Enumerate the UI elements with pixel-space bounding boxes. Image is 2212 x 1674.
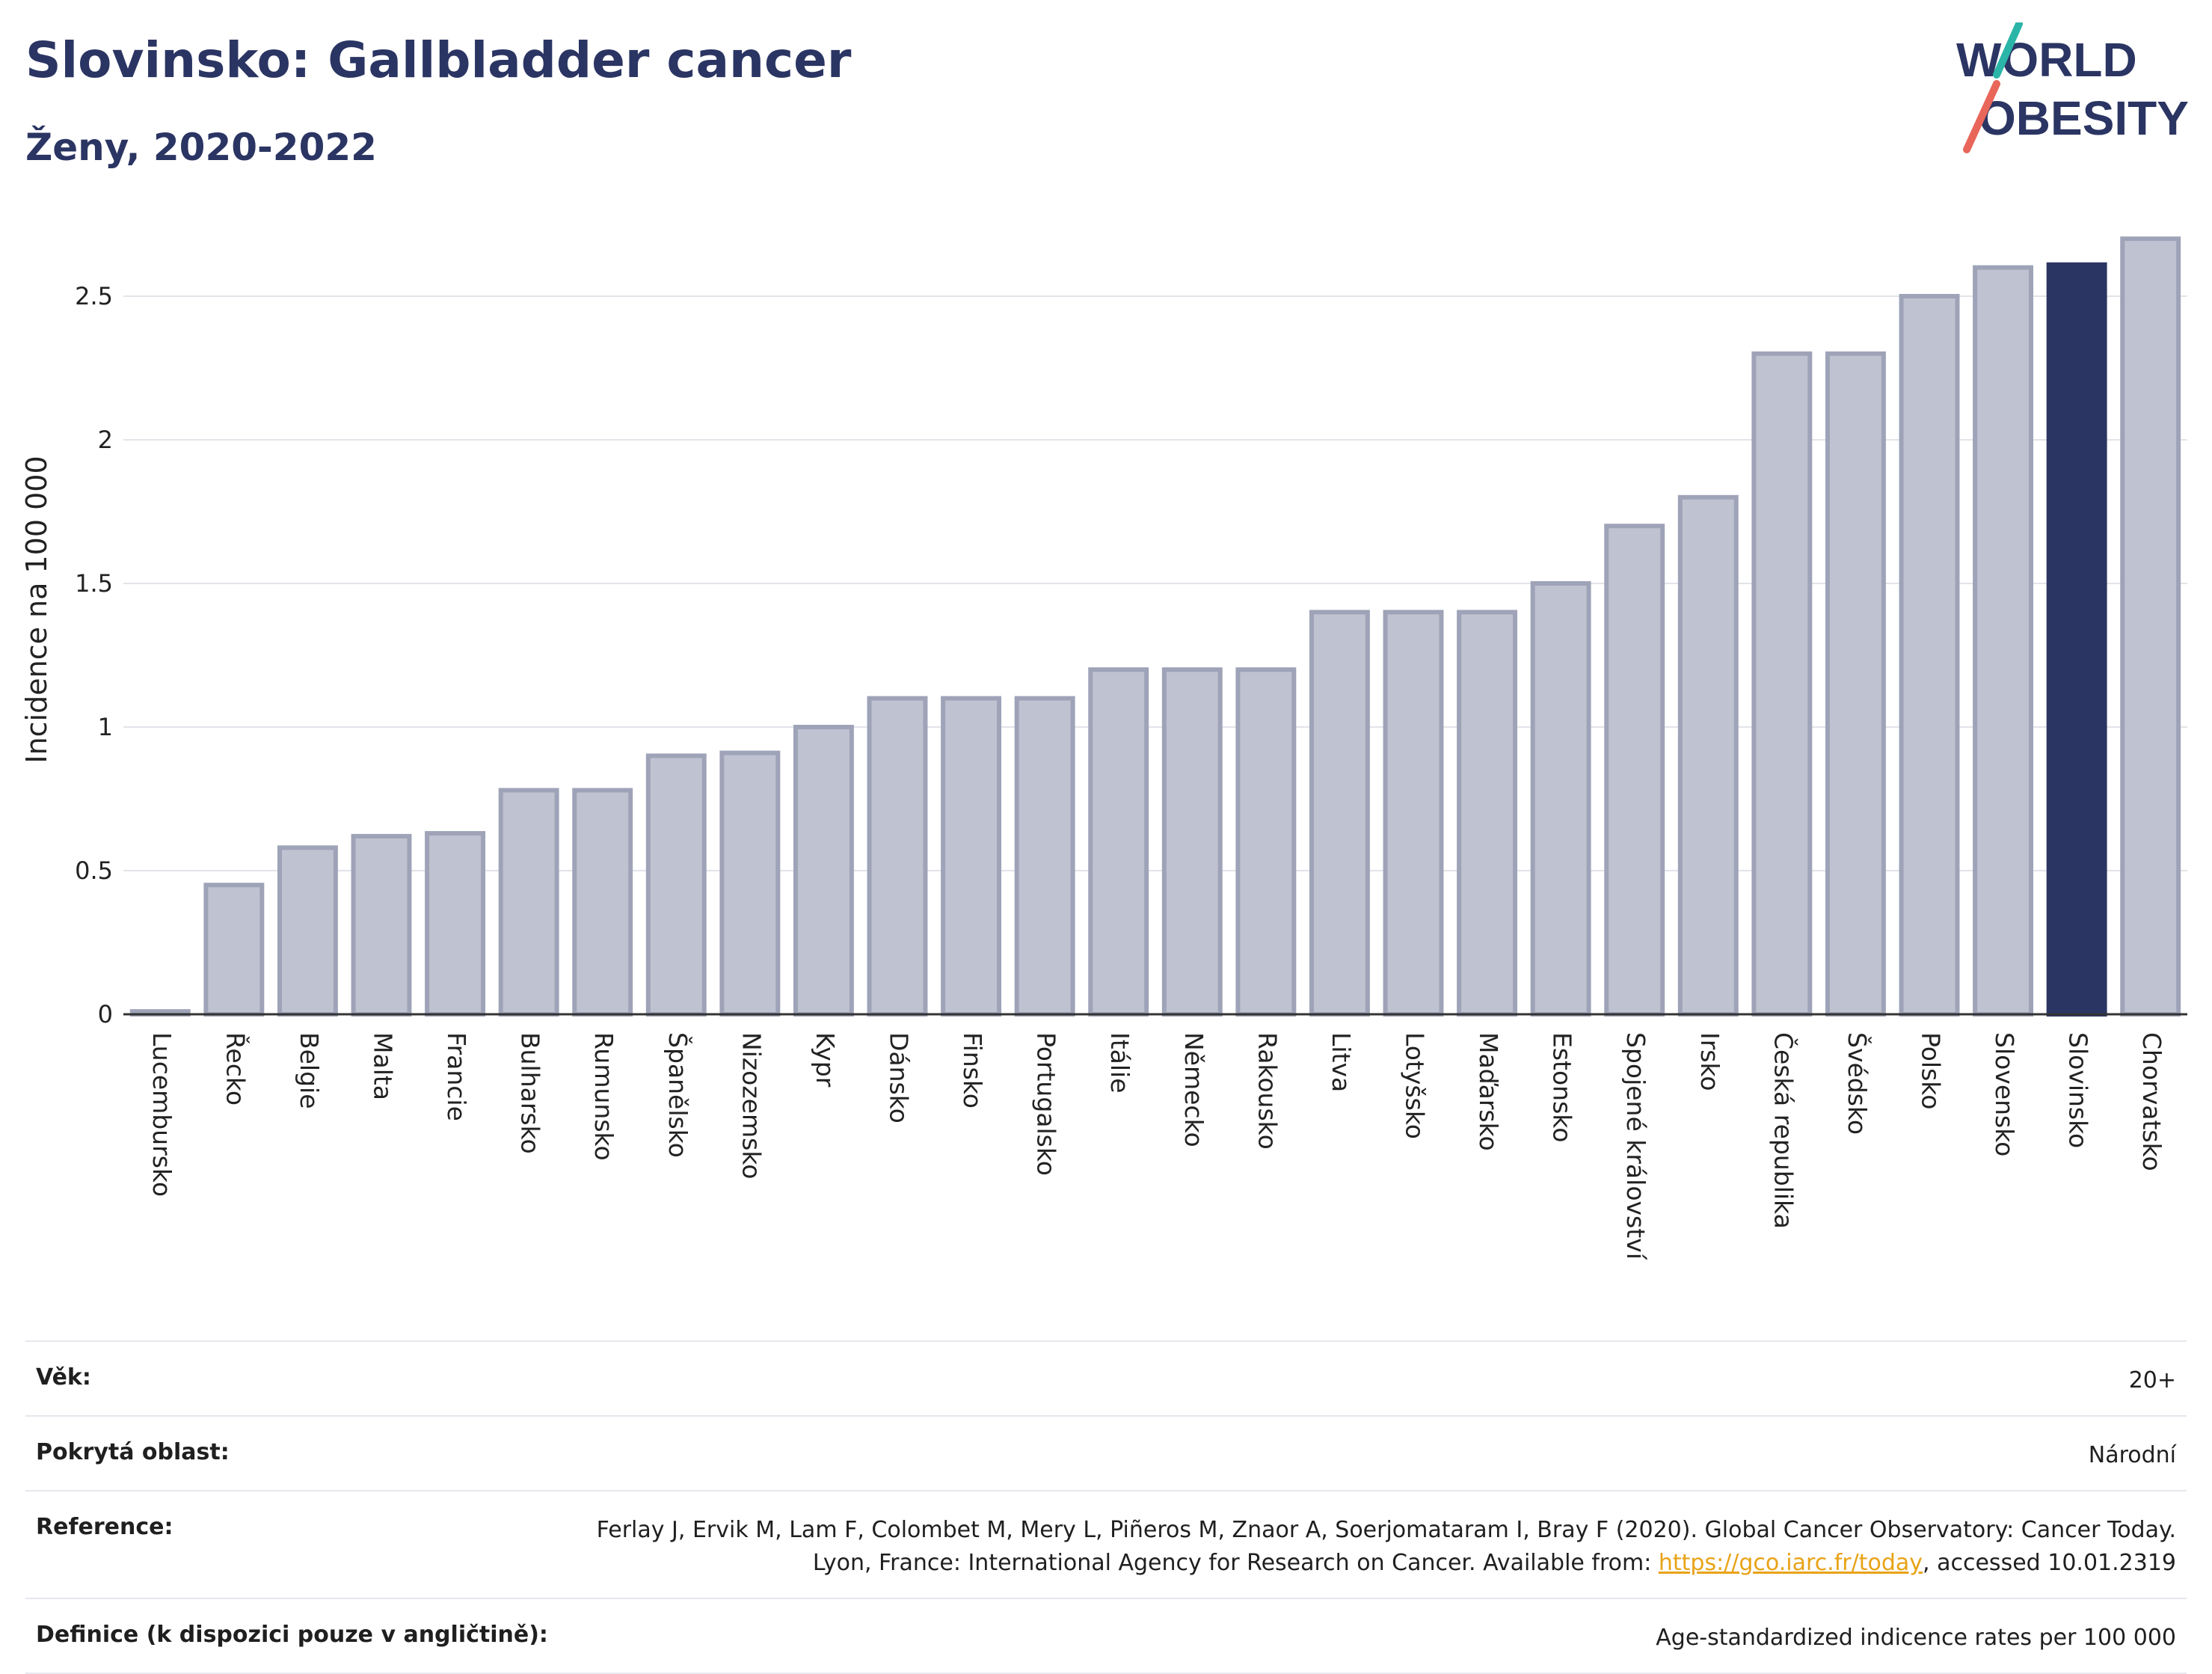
age-value: 20+	[2128, 1367, 2176, 1394]
bar-Lotyšsko	[1383, 610, 1444, 1017]
bar-Rumunsko	[572, 788, 633, 1017]
bar-Portugalsko	[1014, 696, 1075, 1017]
bar-Česká republika	[1751, 351, 1813, 1017]
bar-Finsko	[941, 696, 1002, 1017]
x-tick-label: Rumunsko	[589, 1032, 618, 1161]
bar-Švédsko	[1825, 351, 1886, 1017]
y-axis-ticks: 0 0.5 1 1.5 2 2.5	[75, 282, 113, 1028]
bar-Nizozemsko	[719, 750, 781, 1017]
bar-Litva	[1309, 610, 1370, 1017]
area-label: Pokrytá oblast:	[36, 1439, 230, 1465]
y-axis-label: Incidence na 100 000	[20, 456, 53, 763]
x-tick-label: Irsko	[1695, 1032, 1724, 1091]
bar-Maďarsko	[1457, 610, 1518, 1017]
bar-Estonsko	[1530, 581, 1591, 1017]
x-tick-label: Chorvatsko	[2137, 1032, 2166, 1171]
x-tick-label: Kypr	[811, 1032, 840, 1088]
x-tick-label: Maďarsko	[1474, 1032, 1503, 1151]
reference-text-2: , accessed 10.01.2319	[1923, 1550, 2176, 1576]
x-tick-label: Rakousko	[1253, 1032, 1282, 1150]
bar-Řecko	[203, 883, 265, 1017]
x-tick-label: Slovensko	[1990, 1032, 2019, 1156]
x-tick-label: Nizozemsko	[737, 1032, 766, 1179]
y-tick-label: 2.5	[75, 282, 113, 310]
bar-Francie	[425, 831, 486, 1017]
x-tick-label: Dánsko	[885, 1032, 914, 1123]
x-tick-label: Estonsko	[1548, 1032, 1577, 1142]
bar-Slovinsko	[2046, 262, 2107, 1017]
x-tick-label: Bulharsko	[516, 1032, 545, 1154]
world-obesity-logo: WORLD OBESITY	[1956, 22, 2189, 153]
bar-Kypr	[793, 725, 854, 1017]
x-tick-label: Litva	[1327, 1032, 1356, 1092]
y-tick-label: 0.5	[75, 856, 113, 885]
bar-Slovensko	[1973, 265, 2034, 1017]
chart-title: Slovinsko: Gallbladder cancer	[25, 31, 852, 89]
bar-Španělsko	[645, 753, 707, 1017]
y-tick-label: 1	[98, 713, 113, 741]
x-tick-label: Lotyšsko	[1401, 1032, 1430, 1139]
bar-Spojené království	[1604, 524, 1665, 1017]
bars	[129, 236, 2181, 1017]
bar-Belgie	[277, 845, 338, 1017]
chart-subtitle: Ženy, 2020-2022	[25, 126, 377, 169]
x-tick-label: Řecko	[221, 1032, 251, 1106]
x-tick-label: Finsko	[958, 1032, 987, 1109]
x-tick-label: Francie	[442, 1032, 471, 1121]
x-tick-label: Španělsko	[663, 1032, 693, 1158]
age-label: Věk:	[36, 1364, 91, 1391]
bar-Itálie	[1088, 667, 1149, 1017]
area-value: Národní	[2088, 1442, 2176, 1468]
bar-Irsko	[1677, 494, 1739, 1017]
x-tick-label: Česká republika	[1769, 1032, 1798, 1229]
info-row-area: Pokrytá oblast: Národní	[25, 1415, 2187, 1490]
x-tick-label: Itálie	[1105, 1032, 1134, 1094]
info-row-age: Věk: 20+	[25, 1340, 2187, 1415]
info-row-reference: Reference: Ferlay J, Ervik M, Lam F, Col…	[25, 1490, 2187, 1598]
reference-label: Reference:	[36, 1514, 173, 1540]
info-row-definition: Definice (k dispozici pouze v angličtině…	[25, 1598, 2187, 1674]
x-tick-label: Slovinsko	[2064, 1032, 2093, 1148]
bar-Dánsko	[867, 696, 928, 1017]
reference-value: Ferlay J, Ervik M, Lam F, Colombet M, Me…	[561, 1514, 2176, 1580]
definition-value: Age-standardized indicence rates per 100…	[1656, 1625, 2176, 1651]
reference-text-1: Ferlay J, Ervik M, Lam F, Colombet M, Me…	[596, 1517, 2176, 1576]
x-tick-label: Lucembursko	[147, 1032, 176, 1197]
bar-Chorvatsko	[2120, 236, 2181, 1017]
bar-Bulharsko	[498, 788, 559, 1017]
bar-Rakousko	[1235, 667, 1297, 1017]
x-axis-labels: Lucembursko Řecko Belgie Malta Francie Bulhar…	[147, 1032, 2166, 1261]
logo-line-1: WORLD	[1956, 33, 2137, 87]
bar-Polsko	[1899, 294, 1960, 1017]
logo-line-2: OBESITY	[1979, 91, 2189, 145]
x-tick-label: Spojené království	[1621, 1032, 1650, 1261]
x-tick-label: Polsko	[1917, 1032, 1946, 1109]
y-tick-label: 1.5	[75, 569, 113, 598]
logo-coral-stroke	[1963, 80, 2000, 153]
x-tick-label: Malta	[369, 1032, 398, 1100]
bar-chart: 0 0.5 1 1.5 2 2.5 Lucembursko Řecko Belgie Malta…	[20, 236, 2187, 1261]
y-tick-label: 0	[98, 1000, 113, 1028]
x-tick-label: Německo	[1179, 1032, 1208, 1147]
definition-label: Definice (k dispozici pouze v angličtině…	[36, 1622, 548, 1648]
y-tick-label: 2	[98, 426, 113, 454]
logo-teal-stroke	[1993, 22, 2023, 79]
x-tick-label: Portugalsko	[1032, 1032, 1061, 1176]
bar-Malta	[351, 833, 412, 1017]
x-tick-label: Belgie	[295, 1032, 324, 1109]
bar-Německo	[1161, 667, 1223, 1017]
info-table: Věk: 20+ Pokrytá oblast: Národní Referen…	[25, 1340, 2187, 1674]
x-tick-label: Švédsko	[1843, 1032, 1872, 1135]
reference-link[interactable]: https://gco.iarc.fr/today	[1658, 1550, 1923, 1576]
